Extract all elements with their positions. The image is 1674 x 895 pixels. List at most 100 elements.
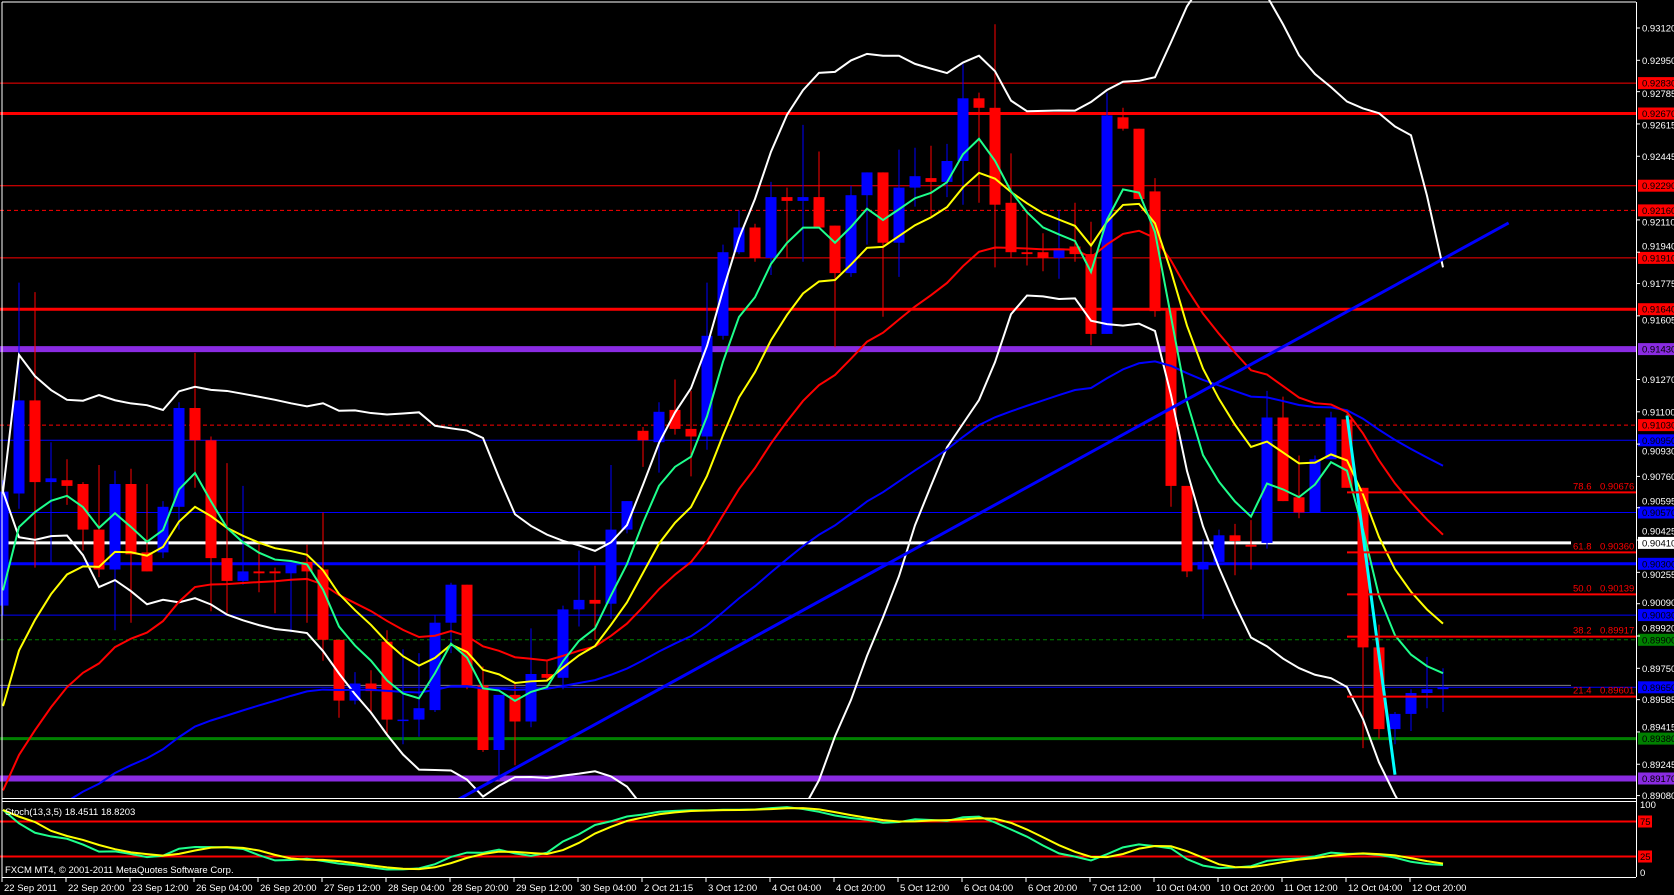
stochastic-pane[interactable] (0, 806, 1636, 871)
stochastic-level-label: 75 (1640, 817, 1651, 828)
stochastic-label: Stoch(13,3,5) 18.4511 18.8203 (5, 807, 135, 818)
price-axis: 0.92830 0.92670 0.92290 0.92160 0.91910 0.916… (1636, 24, 1674, 802)
candle-body (1229, 535, 1241, 541)
time-tick-label: 22 Sep 20:00 (68, 883, 125, 894)
candle-body (589, 599, 601, 604)
time-tick-label: 5 Oct 12:00 (900, 883, 949, 894)
candle-body (29, 400, 41, 483)
candle-body (285, 563, 297, 574)
candle-body (861, 172, 873, 196)
candle-body (1085, 254, 1097, 334)
candle-body (493, 694, 505, 750)
candle-body (925, 178, 937, 182)
time-tick-label: 28 Sep 04:00 (388, 883, 445, 894)
candle-body (941, 161, 953, 182)
price-tick-label: 0.92110 (1642, 217, 1674, 228)
candle-body (445, 584, 457, 623)
fib-ratio-label: 78.6 (1573, 481, 1592, 492)
time-tick-label: 26 Sep 04:00 (196, 883, 253, 894)
level-price-tag (1638, 609, 1674, 622)
candle-body (1277, 417, 1289, 502)
time-tick-label: 30 Sep 04:00 (580, 883, 637, 894)
candle-body (1341, 419, 1353, 488)
ma-long-line (70, 360, 1444, 798)
candle-body (893, 187, 905, 243)
candle-body (973, 98, 985, 108)
fib-price-label: 0.89601 (1600, 686, 1634, 697)
time-tick-label: 6 Oct 20:00 (1028, 883, 1077, 894)
fib-ratio-label: 61.8 (1573, 541, 1592, 552)
time-tick-label: 4 Oct 20:00 (836, 883, 885, 894)
candle-body (1421, 689, 1433, 693)
level-price-tag (1638, 536, 1674, 549)
candle-body (1357, 487, 1369, 648)
candle-body (813, 197, 825, 228)
candle-body (1037, 252, 1049, 258)
level-price-label: 0.89900 (1642, 635, 1674, 646)
price-tick-label: 0.89245 (1642, 760, 1674, 771)
candle-body (1133, 128, 1145, 199)
time-tick-label: 23 Sep 12:00 (132, 883, 189, 894)
candle-body (189, 408, 201, 441)
level-price-tag (1638, 303, 1674, 316)
price-tick-label: 0.92445 (1642, 152, 1674, 163)
level-price-tag (1638, 343, 1674, 356)
candle-body (541, 674, 553, 678)
trendline-uptrend (457, 221, 1510, 798)
candle-body (1373, 647, 1385, 730)
candle-body (1309, 459, 1321, 513)
stochastic-scale-top: 100 (1640, 800, 1656, 811)
fib-price-label: 0.90360 (1600, 541, 1634, 552)
level-price-tag (1638, 419, 1674, 432)
price-tick-label: 0.92785 (1642, 89, 1674, 100)
price-tick-label: 0.93120 (1642, 24, 1674, 35)
stochastic-level-label: 25 (1640, 852, 1651, 863)
candle-body (333, 639, 345, 701)
level-price-label: 0.90300 (1642, 559, 1674, 570)
candle-body (573, 599, 585, 610)
time-tick-label: 2 Oct 21:15 (644, 883, 693, 894)
price-tick-label: 0.91270 (1642, 375, 1674, 386)
candle-body (765, 197, 777, 258)
candle-body (701, 335, 713, 437)
candle-body (1261, 417, 1273, 543)
price-tick-label: 0.90425 (1642, 527, 1674, 538)
time-tick-label: 6 Oct 04:00 (964, 883, 1013, 894)
level-price-tag (1638, 506, 1674, 519)
price-tick-label: 0.89920 (1642, 624, 1674, 635)
time-tick-label: 11 Oct 12:00 (1284, 883, 1338, 894)
candle-body (477, 685, 489, 750)
level-price-tag (1638, 77, 1674, 90)
candle-body (429, 622, 441, 711)
candle-body (637, 430, 649, 441)
price-pane[interactable]: 78.6 0.90676 61.8 0.90360 50.0 0.90139 38.2 0.8… (0, 0, 1636, 854)
candle-body (1149, 191, 1161, 312)
level-price-tag (1638, 633, 1674, 646)
candle-body (397, 719, 409, 722)
candle-body (13, 400, 25, 494)
candle-body (301, 561, 313, 572)
price-tick-label: 0.89750 (1642, 664, 1674, 675)
time-tick-label: 10 Oct 04:00 (1156, 883, 1210, 894)
candle-body (1053, 248, 1065, 258)
candle-body (845, 195, 857, 274)
time-tick-label: 12 Oct 04:00 (1348, 883, 1402, 894)
time-tick-label: 27 Sep 12:00 (324, 883, 381, 894)
candle-body (317, 569, 329, 640)
level-price-label: 0.91030 (1642, 421, 1674, 432)
level-price-tag (1638, 557, 1674, 570)
candle-body (1389, 713, 1401, 730)
level-price-tag (1638, 204, 1674, 217)
candle-body (717, 252, 729, 336)
ma-fast-line (2, 137, 1444, 703)
candle-body (685, 428, 697, 437)
time-axis: 22 Sep 2011 22 Sep 20:00 23 Sep 12:00 26 Se… (1, 877, 1466, 894)
fib-ratio-label: 38.2 (1573, 626, 1592, 637)
candle-body (509, 694, 521, 722)
level-price-label: 0.90570 (1642, 508, 1674, 519)
candle-body (125, 484, 137, 555)
price-tick-label: 0.90255 (1642, 570, 1674, 581)
price-tick-label: 0.90760 (1642, 472, 1674, 483)
